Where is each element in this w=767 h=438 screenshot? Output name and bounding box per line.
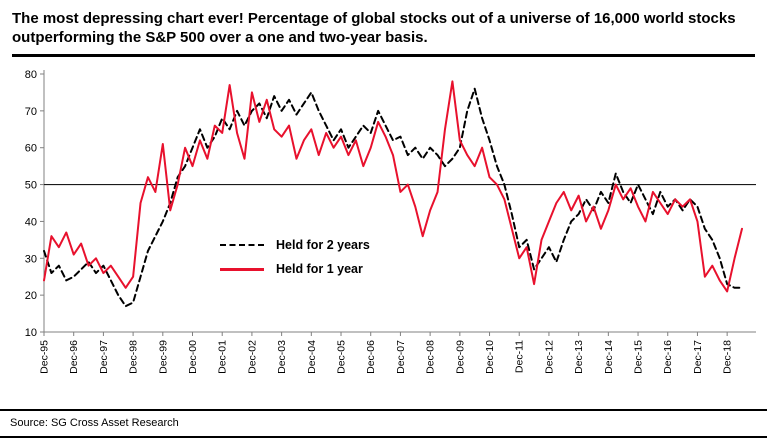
x-axis-tick-label: Dec-08 [425, 340, 437, 374]
title-divider [12, 54, 755, 58]
footer-divider-top [0, 409, 767, 411]
x-axis-tick-label: Dec-00 [187, 340, 199, 374]
x-axis-tick-label: Dec-16 [662, 340, 674, 374]
x-axis-tick-label: Dec-18 [722, 340, 734, 374]
y-axis-tick-label: 40 [25, 217, 37, 229]
legend-item-2-years: Held for 2 years [220, 238, 370, 252]
solid-line-sample [220, 267, 264, 271]
chart-svg: 10 20 30 40 50 60 70 80 Dec-95 Dec-96 Dec-97 Dec-98… [25, 69, 756, 374]
x-axis-tick-label: Dec-96 [68, 340, 80, 374]
dashed-line-sample [220, 244, 264, 247]
x-axis-tick-label: Dec-97 [98, 340, 110, 374]
x-axis-tick-label: Dec-99 [157, 340, 169, 374]
footer-divider-bottom [0, 436, 767, 438]
legend-item-1-year: Held for 1 year [220, 262, 370, 276]
source-text: Source: SG Cross Asset Research [10, 417, 179, 429]
x-axis-tick-label: Dec-09 [454, 340, 466, 374]
x-axis-tick-label: Dec-11 [514, 340, 526, 373]
y-axis-tick-label: 70 [25, 106, 37, 118]
y-axis-tick-label: 50 [25, 180, 37, 192]
legend-label-2-years: Held for 2 years [276, 238, 370, 253]
y-axis-tick-label: 30 [25, 254, 37, 266]
x-axis-tick-label: Dec-95 [39, 340, 51, 374]
y-axis-tick-label: 10 [25, 327, 37, 339]
x-axis-tick-label: Dec-14 [603, 340, 615, 374]
page-title: The most depressing chart ever! Percenta… [12, 10, 736, 47]
x-axis-tick-label: Dec-10 [484, 340, 496, 374]
chart-legend: Held for 2 years Held for 1 year [220, 238, 370, 276]
x-axis-tick-label: Dec-15 [633, 340, 645, 374]
x-axis-tick-label: Dec-06 [365, 340, 377, 374]
legend-label-1-year: Held for 1 year [276, 262, 363, 277]
x-axis-tick-label: Dec-13 [573, 340, 585, 374]
x-axis-tick-label: Dec-02 [246, 340, 258, 374]
x-axis-tick-label: Dec-03 [276, 340, 288, 374]
header: The most depressing chart ever! Percenta… [0, 0, 767, 58]
y-axis-tick-label: 20 [25, 291, 37, 303]
y-axis-tick-label: 60 [25, 143, 37, 155]
chart-area: 10 20 30 40 50 60 70 80 Dec-95 Dec-96 Dec-97 Dec-98… [6, 62, 763, 394]
x-axis-tick-label: Dec-12 [543, 340, 555, 374]
y-axis-tick-label: 80 [25, 69, 37, 81]
x-axis-tick-label: Dec-05 [336, 340, 348, 374]
series-line-2-years [43, 88, 743, 308]
x-axis-tick-label: Dec-17 [692, 340, 704, 374]
x-axis-tick-label: Dec-98 [128, 340, 140, 374]
series-line-1-year [43, 80, 743, 293]
footer: Source: SG Cross Asset Research [0, 409, 767, 438]
x-axis-tick-label: Dec-07 [395, 340, 407, 374]
x-axis-tick-label: Dec-04 [306, 340, 318, 374]
x-axis-tick-label: Dec-01 [217, 340, 229, 374]
